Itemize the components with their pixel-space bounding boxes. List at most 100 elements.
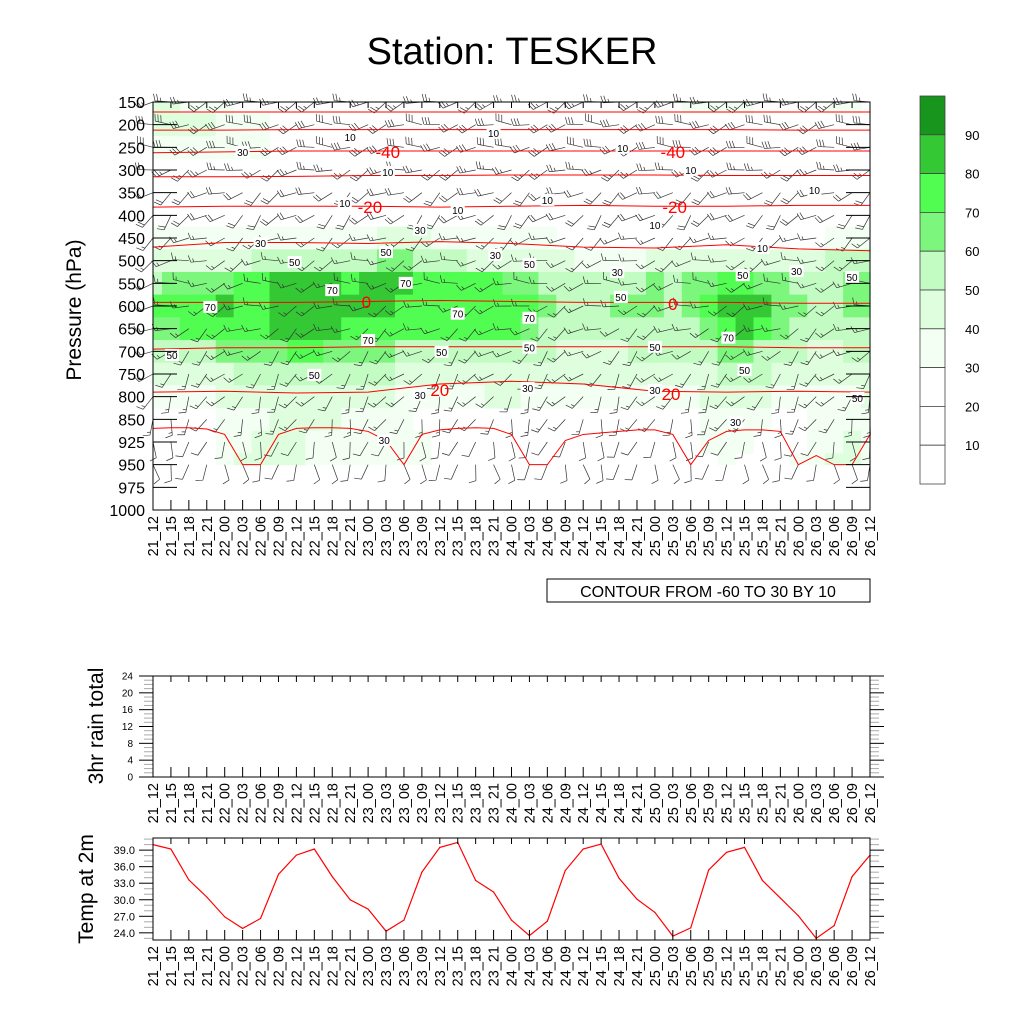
- wind-barb: [778, 121, 799, 131]
- rh-cell: [394, 226, 414, 250]
- wind-barb: [653, 305, 673, 312]
- wind-barb: [707, 255, 727, 263]
- rh-cell: [215, 113, 235, 137]
- rh-contour-label: 50: [737, 271, 749, 282]
- y-tick-label: 150: [118, 95, 145, 112]
- rh-cell: [179, 113, 199, 137]
- wind-barb: [195, 464, 208, 481]
- wind-barb: [546, 396, 566, 407]
- wind-barb: [205, 260, 225, 271]
- wind-barb: [313, 323, 333, 332]
- wind-barb: [313, 97, 333, 105]
- wind-barb: [354, 464, 369, 480]
- wind-barb: [403, 260, 423, 271]
- x-tick-label: 26_12: [863, 516, 879, 556]
- wind-barb: [765, 373, 781, 389]
- wind-barb: [316, 136, 333, 148]
- rh-cell: [484, 317, 504, 341]
- rh-cell: [556, 249, 575, 273]
- x-tick-label: 26_00: [791, 946, 807, 986]
- wind-barb: [653, 325, 673, 333]
- rh-label-bg: [413, 223, 428, 236]
- wind-barb: [608, 419, 620, 437]
- x-tick-label: 25_09: [702, 946, 718, 986]
- wind-barb: [771, 396, 781, 415]
- rh-cell: [717, 453, 737, 466]
- wind-barb: [583, 94, 602, 103]
- x-tick-label: 24_03: [522, 516, 538, 556]
- wind-barb: [606, 441, 620, 458]
- wind-barb: [759, 441, 767, 462]
- y-tick-label: 300: [118, 163, 145, 180]
- wind-barb: [692, 272, 709, 284]
- wind-barb: [377, 464, 387, 483]
- wind-barb: [832, 192, 853, 202]
- wind-barb: [603, 271, 620, 284]
- rh-contour-label: 50: [847, 273, 859, 284]
- rh-cell: [287, 272, 306, 296]
- wind-barb: [818, 419, 835, 434]
- x-tick-label: 24_18: [612, 783, 628, 823]
- rh-cell: [359, 408, 378, 432]
- wind-barb: [385, 260, 405, 272]
- x-tick-label: 22_18: [325, 946, 341, 986]
- wind-barb: [599, 237, 620, 245]
- temperature-contour-label: 0: [668, 295, 677, 314]
- wind-barb: [724, 121, 745, 131]
- wind-barb: [296, 161, 315, 171]
- wind-barb: [420, 255, 440, 263]
- wind-barb: [169, 96, 189, 105]
- wind-barb: [783, 351, 799, 366]
- wind-barb: [689, 120, 709, 129]
- wind-barb: [653, 100, 673, 108]
- wind-barb: [693, 351, 709, 366]
- x-tick-label: 22_15: [307, 783, 323, 823]
- wind-barb: [333, 272, 351, 284]
- wind-barb: [763, 192, 781, 206]
- wind-barb: [814, 215, 835, 224]
- wind-barb: [223, 303, 243, 311]
- wind-barb: [743, 324, 763, 332]
- rh-cell: [359, 294, 378, 318]
- temperature-contour-line: [152, 204, 870, 208]
- wind-barb: [430, 441, 441, 460]
- y-tick-label: 33.0: [114, 878, 135, 890]
- rh-cell: [574, 272, 593, 296]
- x-tick-label: 25_09: [702, 516, 718, 556]
- rh-cell: [807, 362, 826, 386]
- rh-cell: [466, 249, 486, 273]
- wind-barb: [651, 464, 659, 485]
- wind-barb: [797, 101, 817, 113]
- wind-barb: [492, 260, 512, 270]
- x-tick-label: 22_21: [343, 783, 359, 823]
- y-tick-label: 600: [118, 299, 145, 316]
- rh-cell: [574, 294, 593, 318]
- x-tick-label: 24_15: [594, 516, 610, 556]
- wind-barb: [276, 212, 297, 220]
- temperature-point: [546, 920, 548, 922]
- temperature-point: [654, 911, 656, 914]
- rh-label-bg: [728, 416, 743, 429]
- wind-barb: [187, 255, 207, 263]
- x-tick-label: 24_21: [630, 516, 646, 556]
- temperature-frame: [152, 837, 871, 941]
- wind-barb: [511, 298, 530, 307]
- rh-cell: [466, 317, 486, 341]
- rh-label-bg: [789, 265, 804, 278]
- rh-cell: [251, 272, 271, 296]
- wind-barb: [476, 137, 494, 148]
- x-tick-label: 23_00: [361, 946, 377, 986]
- wind-barb: [243, 114, 261, 126]
- wind-barb: [762, 93, 781, 103]
- wind-barb: [565, 396, 584, 409]
- wind-barb: [617, 278, 638, 286]
- wind-barb: [546, 187, 566, 195]
- temperature-point: [242, 927, 244, 930]
- wind-barb: [689, 328, 709, 338]
- wind-barb: [259, 328, 279, 340]
- wind-barb: [493, 299, 512, 307]
- rh-cell: [807, 340, 826, 364]
- wind-barb: [330, 326, 351, 333]
- wind-barb: [384, 215, 405, 225]
- colorbar-label: 40: [965, 322, 979, 337]
